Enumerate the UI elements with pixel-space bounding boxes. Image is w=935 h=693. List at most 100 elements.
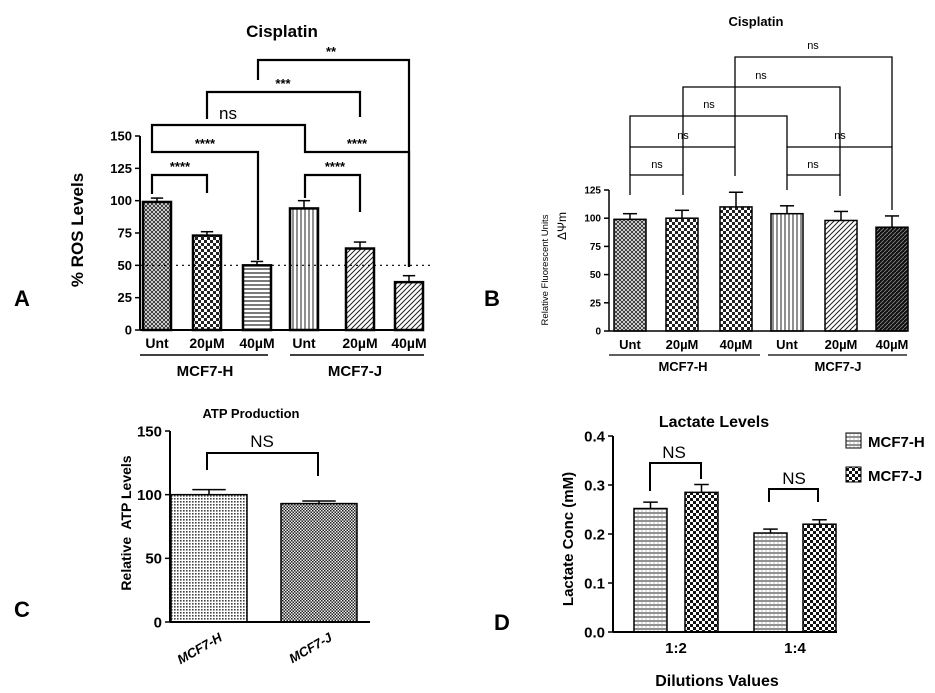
panel-d-annot-1: NS	[662, 443, 686, 462]
panel-a-bar	[141, 200, 173, 332]
panel-a-category-label: 20µM	[342, 335, 377, 351]
panel-b-ytick-label: 0	[595, 327, 601, 338]
panel-c-annot-ns: NS	[250, 432, 274, 451]
panel-a-ytick-label: 25	[118, 290, 132, 305]
panel-b-ytick-label: 100	[584, 214, 601, 225]
panel-b-bracket-h20	[629, 174, 684, 195]
panel-a-annot-j40: ****	[347, 136, 368, 151]
panel-a-annot-ns: ns	[219, 104, 237, 123]
panel-d-bracket-2	[768, 488, 819, 502]
panel-b-bar	[719, 206, 753, 332]
panel-b-chart: Cisplatin Relative Fluorescent Units ΔΨm…	[540, 14, 909, 374]
panel-d-bar	[802, 523, 837, 633]
panel-b-group-label-h: MCF7-H	[658, 359, 707, 374]
panel-b-category-label: 20µM	[825, 337, 858, 352]
panel-d-xlabel: Dilutions Values	[655, 673, 779, 690]
panel-d-category-label: 1:4	[784, 640, 806, 657]
panel-b-ytick-label: 50	[590, 270, 602, 281]
panel-d-annot-2: NS	[782, 469, 806, 488]
panel-b-annot-4: ns	[834, 130, 846, 142]
panel-a-ytick-label: 50	[118, 258, 132, 273]
panel-d-ytick-label: 0.0	[584, 624, 605, 641]
panel-b-annot-1: ns	[651, 159, 663, 171]
panel-a-bracket-ns	[150, 123, 307, 146]
panel-a-annot-h40: ****	[195, 136, 216, 151]
panel-a-bar	[393, 280, 425, 332]
panel-a-annot-20: ***	[275, 76, 291, 91]
panel-d-category-label: 1:2	[665, 640, 687, 657]
legend-label-mcf7-h: MCF7-H	[868, 434, 925, 451]
panel-b-bar	[613, 218, 647, 332]
panel-b-bracket-unt	[629, 115, 788, 147]
panel-a-annot-j20: ****	[325, 159, 346, 174]
panel-b-annot-3: ns	[677, 130, 689, 142]
panel-letter-c: C	[14, 597, 30, 622]
panel-d-ytick-label: 0.4	[584, 428, 606, 445]
panel-a-category-label: 40µM	[391, 335, 426, 351]
panel-c-bracket	[206, 452, 319, 476]
panel-a-bar	[344, 247, 376, 332]
panel-b-bar	[665, 217, 699, 332]
panel-c-title: ATP Production	[202, 406, 299, 421]
panel-a-title: Cisplatin	[246, 22, 318, 41]
panel-b-ytick-label: 125	[584, 186, 601, 197]
panel-b-bracket-20	[682, 86, 841, 175]
panel-b-annot-7: ns	[807, 40, 819, 52]
panel-d-ylabel: Lactate Conc (mM)	[560, 472, 577, 606]
panel-d-title: Lactate Levels	[659, 414, 769, 431]
panel-d-bar	[633, 507, 668, 633]
panel-a-category-label: 20µM	[189, 335, 224, 351]
panel-a-bracket-h-20	[150, 173, 209, 194]
panel-a-ytick-label: 125	[110, 161, 132, 176]
panel-b-ytick-label: 25	[590, 298, 602, 309]
panel-a-group-label-j: MCF7-J	[328, 363, 382, 380]
panel-a-category-label: Unt	[292, 335, 316, 351]
panel-c-ytick-label: 50	[145, 551, 162, 568]
panel-d-ytick-label: 0.1	[584, 575, 605, 592]
panel-b-bar	[770, 212, 804, 332]
panel-d-bar	[753, 532, 788, 633]
panel-c-ytick-label: 150	[137, 423, 162, 440]
panel-letter-d: D	[494, 610, 510, 635]
panel-c-category-label: MCF7-H	[174, 629, 225, 667]
panel-b-title: Cisplatin	[729, 14, 784, 29]
panel-c-ytick-label: 100	[137, 487, 162, 504]
panel-a-bracket-j-20	[303, 173, 362, 212]
panel-c-chart: ATP Production Relative ATP Levels 0 50 10…	[118, 406, 370, 667]
panel-c-category-label: MCF7-J	[286, 629, 335, 666]
panel-a-category-label: Unt	[145, 335, 169, 351]
panel-b-annot-2: ns	[807, 159, 819, 171]
panel-a-ytick-label: 0	[125, 323, 132, 338]
panel-d-bracket-1	[649, 462, 702, 491]
panel-b-category-label: Unt	[619, 337, 641, 352]
legend-swatch-mcf7-h	[845, 432, 862, 449]
panel-c-ylabel: Relative ATP Levels	[118, 455, 134, 590]
panel-d-ytick-label: 0.3	[584, 477, 605, 494]
panel-a-ytick-label: 100	[110, 193, 132, 208]
panel-b-category-label: 40µM	[720, 337, 753, 352]
panel-a-chart: Cisplatin % ROS Levels 0255075100125150 …	[68, 22, 430, 380]
panel-a-bar	[288, 207, 320, 332]
panel-letter-b: B	[484, 286, 500, 311]
panel-b-ylabel-symbol: ΔΨm	[555, 212, 569, 240]
panel-b-category-label: Unt	[776, 337, 798, 352]
legend-swatch-mcf7-j	[845, 466, 862, 483]
panel-a-annot-h20: ****	[170, 159, 191, 174]
panel-b-bracket-40	[734, 56, 893, 147]
panel-c-ytick-label: 0	[154, 614, 162, 631]
panel-d-bar	[684, 491, 719, 633]
panel-d-chart: Lactate Levels Lactate Conc (mM) Dilutio…	[560, 414, 925, 690]
panel-a-category-label: 40µM	[239, 335, 274, 351]
panel-a-ytick-label: 75	[118, 226, 132, 241]
panel-a-ytick-label: 150	[110, 129, 132, 144]
panel-b-annot-6: ns	[755, 70, 767, 82]
panel-c-bar	[170, 493, 248, 623]
panel-b-bar	[824, 219, 858, 332]
panel-b-category-label: 40µM	[876, 337, 909, 352]
panel-b-ylabel: Relative Fluorescent Units	[540, 214, 551, 325]
panel-a-bar	[241, 264, 273, 332]
panel-letter-a: A	[14, 286, 30, 311]
panel-a-bracket-40	[256, 58, 411, 267]
panel-b-bar	[875, 226, 909, 332]
